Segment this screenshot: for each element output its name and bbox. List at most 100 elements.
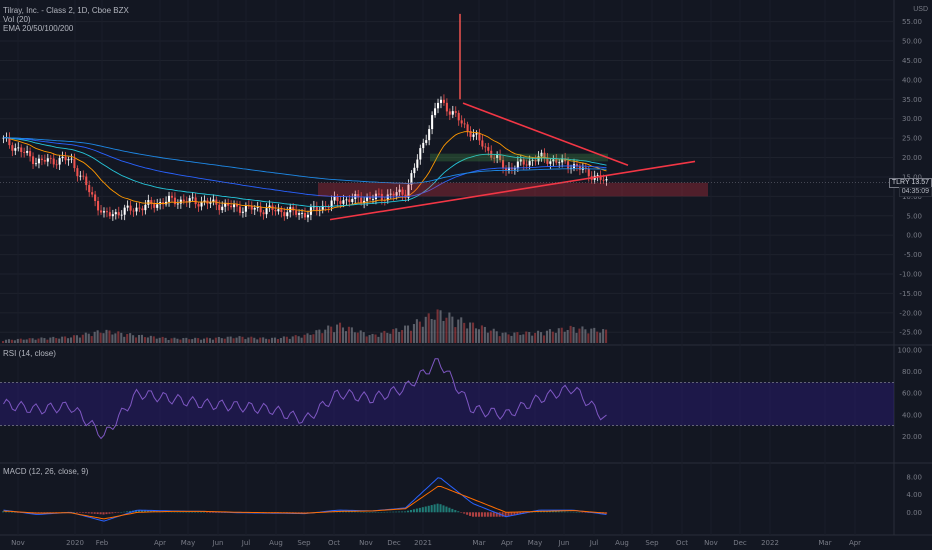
macd-legend: MACD (12, 26, close, 9)	[3, 467, 89, 476]
y-tick-label: -20.00	[899, 309, 922, 317]
volume-bar	[466, 328, 469, 343]
macd-histogram-bar	[584, 512, 587, 513]
macd-histogram-bar	[386, 511, 389, 513]
volume-bar	[347, 326, 350, 343]
volume-bar	[194, 337, 197, 343]
candle-body	[534, 160, 537, 162]
volume-bar	[46, 339, 49, 343]
volume-bar	[250, 336, 253, 343]
y-tick-label: -15.00	[899, 290, 922, 298]
macd-histogram-bar	[13, 512, 16, 513]
candle-body	[283, 212, 286, 217]
candle-body	[537, 156, 540, 162]
candle-body	[126, 205, 129, 208]
volume-bar	[436, 309, 439, 343]
candle-body	[439, 99, 443, 103]
macd-histogram-bar	[439, 504, 442, 513]
candle-body	[425, 140, 428, 143]
volume-bar	[173, 337, 176, 343]
macd-histogram-bar	[551, 511, 554, 513]
candle-body	[197, 204, 200, 207]
volume-bar	[235, 337, 238, 343]
volume-bar	[273, 337, 277, 343]
candle-body	[227, 202, 230, 206]
candle-body	[141, 208, 144, 211]
macd-histogram-bar	[146, 510, 149, 513]
volume-bar	[149, 335, 152, 343]
candle-body	[82, 175, 85, 177]
candle-body	[233, 204, 236, 208]
volume-bar	[439, 310, 442, 343]
ema-legend: EMA 20/50/100/200	[3, 24, 74, 33]
candle-body	[108, 212, 111, 217]
candle-body	[496, 155, 499, 159]
macd-tick-label: 4.00	[906, 491, 922, 499]
macd-histogram-bar	[135, 510, 138, 513]
candle-body	[484, 146, 487, 148]
volume-bar	[315, 330, 318, 343]
volume-bar	[333, 332, 336, 343]
candle-body	[460, 120, 463, 124]
volume-bar	[356, 332, 359, 343]
candle-body	[262, 212, 265, 215]
macd-histogram-bar	[421, 507, 424, 513]
volume-bar	[28, 338, 31, 343]
candle-body	[268, 205, 271, 209]
candle-body	[99, 210, 103, 213]
candle-body	[247, 205, 250, 207]
macd-histogram-bar	[477, 512, 481, 517]
volume-bar	[140, 334, 144, 343]
x-tick-label: Jun	[558, 539, 570, 547]
volume-bar	[344, 331, 347, 343]
macd-histogram-bar	[513, 512, 516, 516]
macd-histogram-bar	[16, 512, 19, 513]
candle-body	[330, 200, 333, 208]
volume-bar	[566, 330, 569, 343]
macd-histogram-bar	[483, 512, 486, 517]
macd-histogram-bar	[575, 512, 578, 513]
candle-body	[46, 158, 49, 162]
macd-histogram-bar	[205, 512, 209, 513]
volume-bar	[19, 338, 22, 343]
candle-body	[360, 197, 363, 204]
volume-bar	[99, 332, 102, 343]
candle-body	[558, 162, 561, 164]
volume-bar	[232, 338, 235, 343]
candle-body	[94, 194, 97, 202]
rsi-tick-label: 60.00	[902, 390, 922, 398]
candle-body	[457, 112, 460, 121]
support-trendline	[329, 160, 696, 221]
volume-bar	[575, 332, 578, 343]
volume-bar	[214, 337, 217, 343]
volume-bar	[241, 336, 244, 343]
candle-body	[200, 201, 203, 207]
volume-bar	[10, 339, 13, 343]
volume-bar	[7, 339, 10, 343]
volume-bar	[338, 322, 342, 343]
macd-histogram-bar	[519, 512, 522, 515]
volume-bar	[111, 334, 114, 343]
macd-histogram-bar	[182, 512, 185, 513]
macd-histogram-bar	[356, 511, 359, 513]
macd-histogram-bar	[371, 512, 374, 513]
volume-bar	[469, 322, 472, 343]
volume-bar	[590, 328, 593, 343]
volume-bar	[386, 332, 389, 343]
volume-bar	[605, 329, 608, 343]
candle-body	[76, 168, 79, 177]
macd-histogram-bar	[4, 511, 8, 513]
volume-bar	[353, 332, 356, 343]
candle-body	[8, 137, 11, 146]
candle-body	[578, 166, 581, 170]
candle-body	[212, 199, 215, 203]
volume-bar	[427, 313, 430, 343]
currency-label: USD	[913, 6, 928, 13]
macd-histogram-bar	[96, 512, 99, 515]
macd-histogram-bar	[137, 510, 141, 513]
candle-body	[434, 108, 437, 116]
volume-bar	[569, 325, 572, 343]
volume-bar	[105, 329, 108, 343]
macd-histogram-bar	[75, 512, 78, 513]
candle-body	[298, 213, 301, 215]
